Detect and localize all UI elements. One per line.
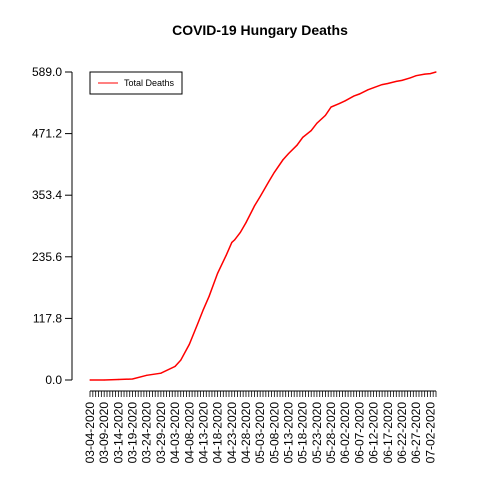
legend-box <box>89 71 183 95</box>
data-point <box>302 136 304 138</box>
data-point <box>160 372 162 374</box>
data-point <box>381 83 383 86</box>
data-point <box>435 71 437 73</box>
data-point <box>239 231 241 234</box>
data-point <box>268 181 270 183</box>
x-tick-label: 05-18-2020 <box>296 402 310 464</box>
x-tick-label: 04-08-2020 <box>182 402 196 464</box>
x-tick-label: 04-03-2020 <box>168 402 182 464</box>
legend: Total Deaths <box>89 71 183 95</box>
data-point <box>231 241 233 244</box>
data-point <box>282 159 284 161</box>
data-point <box>353 95 355 97</box>
data-point <box>234 239 236 241</box>
data-point <box>117 378 119 381</box>
data-point <box>373 87 375 89</box>
data-point <box>245 222 247 224</box>
x-tick-label: 06-27-2020 <box>409 402 423 464</box>
y-tick-label: 589.0 <box>32 65 62 79</box>
data-point <box>103 379 105 381</box>
data-point <box>330 106 332 108</box>
data-point <box>338 102 341 104</box>
y-tick-label: 0.0 <box>45 373 62 387</box>
data-point <box>415 75 417 77</box>
x-tick-label: 03-29-2020 <box>154 402 168 464</box>
data-point <box>208 295 210 297</box>
x-tick-label: 07-02-2020 <box>423 402 437 464</box>
data-point <box>429 72 431 75</box>
x-tick-label: 03-24-2020 <box>140 402 154 464</box>
data-point <box>395 80 397 83</box>
y-tick-label: 117.8 <box>33 311 62 325</box>
x-tick-label: 06-22-2020 <box>395 402 409 464</box>
x-tick-label: 06-17-2020 <box>381 402 395 464</box>
x-tick-label: 04-13-2020 <box>196 402 210 464</box>
series-points <box>89 71 437 381</box>
x-tick-label: 05-28-2020 <box>324 402 338 464</box>
data-point <box>344 100 346 102</box>
x-tick-label: 03-14-2020 <box>111 402 125 464</box>
data-point <box>324 114 326 117</box>
x-tick-label: 06-07-2020 <box>352 402 366 464</box>
x-tick-label: 03-19-2020 <box>126 402 140 464</box>
x-tick-label: 05-13-2020 <box>282 402 296 464</box>
data-point <box>197 322 199 325</box>
data-point <box>273 171 275 174</box>
data-point <box>202 308 205 311</box>
x-tick-label: 03-04-2020 <box>83 402 97 464</box>
x-tick-label: 05-23-2020 <box>310 402 324 464</box>
data-point <box>401 79 403 81</box>
x-tick-label: 04-28-2020 <box>239 402 253 464</box>
data-point <box>174 365 176 368</box>
data-point <box>217 272 219 274</box>
data-point <box>131 378 134 380</box>
data-point <box>358 93 361 95</box>
y-tick-label: 235.6 <box>32 250 62 264</box>
data-point <box>287 152 290 155</box>
y-tick-label: 471.2 <box>32 127 62 141</box>
data-point <box>409 77 412 79</box>
data-point <box>225 254 227 257</box>
series-line-total-deaths <box>90 71 437 381</box>
x-tick-label: 05-08-2020 <box>267 402 281 464</box>
data-point <box>259 195 261 198</box>
data-point <box>424 73 426 75</box>
x-tick-label: 06-02-2020 <box>338 402 352 464</box>
data-point <box>89 379 91 381</box>
x-tick-label: 06-12-2020 <box>367 402 381 464</box>
data-point <box>387 82 389 85</box>
data-point <box>180 359 182 361</box>
y-axis-ticks: 0.0 117.8 235.6 353.4 471.2 589.0 <box>32 65 72 387</box>
chart-title: COVID-19 Hungary Deaths <box>172 22 348 38</box>
data-point <box>367 89 369 91</box>
x-tick-label: 04-18-2020 <box>211 402 225 464</box>
data-point <box>188 343 190 346</box>
x-tick-label: 03-09-2020 <box>97 402 111 464</box>
data-point <box>310 129 312 132</box>
data-point <box>296 144 298 146</box>
data-point <box>316 122 318 124</box>
y-tick-label: 353.4 <box>32 188 62 202</box>
x-tick-label: 05-03-2020 <box>253 402 267 464</box>
data-point <box>146 374 148 376</box>
x-tick-label: 04-23-2020 <box>225 402 239 464</box>
data-point <box>253 205 256 207</box>
legend-label-total-deaths: Total Deaths <box>124 78 175 88</box>
x-axis-ticks: 03-04-2020 03-09-2020 03-14-2020 03-19-2020… <box>83 391 437 463</box>
